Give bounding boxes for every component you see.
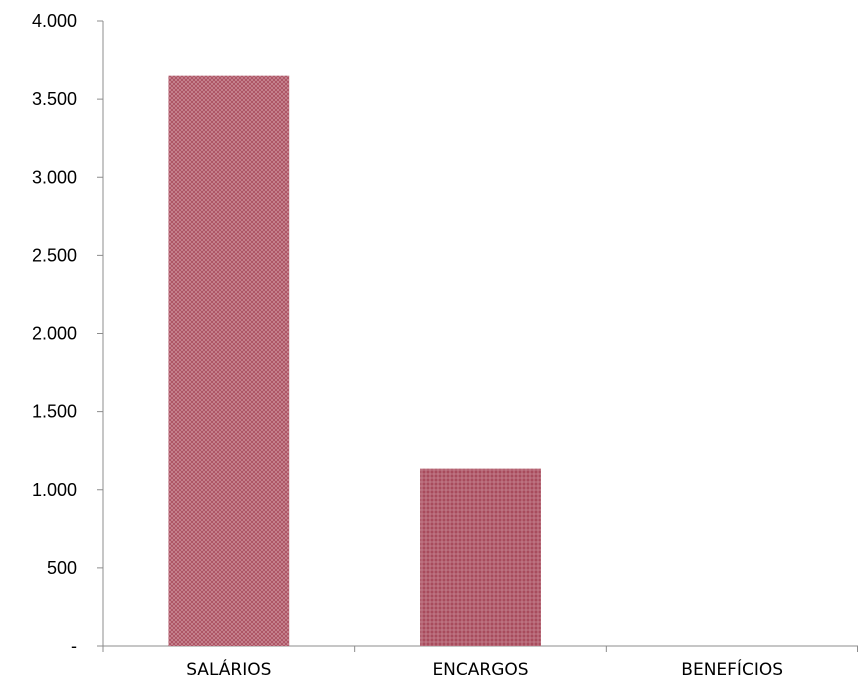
bars [168, 75, 541, 646]
y-tick-label: 3.500 [32, 89, 77, 109]
bar-encargos [420, 468, 541, 646]
x-tick-label: BENEFÍCIOS [681, 658, 783, 680]
y-axis: - 500 1.000 1.500 2.000 2.500 3.000 3.500 4.000 [32, 11, 104, 656]
y-tick-label: 2.500 [32, 245, 77, 265]
y-tick-label: 1.000 [32, 480, 77, 500]
y-tick-label: 500 [47, 558, 77, 578]
x-tick-label: SALÁRIOS [186, 658, 271, 680]
y-tick-label: 2.000 [32, 324, 77, 344]
x-axis: SALÁRIOS ENCARGOS BENEFÍCIOS [102, 645, 858, 680]
y-tick-label: - [71, 636, 77, 656]
y-tick-label: 4.000 [32, 11, 77, 31]
x-tick-label: ENCARGOS [432, 660, 528, 680]
bar-salarios [168, 75, 290, 646]
y-tick-label: 3.000 [32, 167, 77, 187]
y-tick-label: 1.500 [32, 402, 77, 422]
